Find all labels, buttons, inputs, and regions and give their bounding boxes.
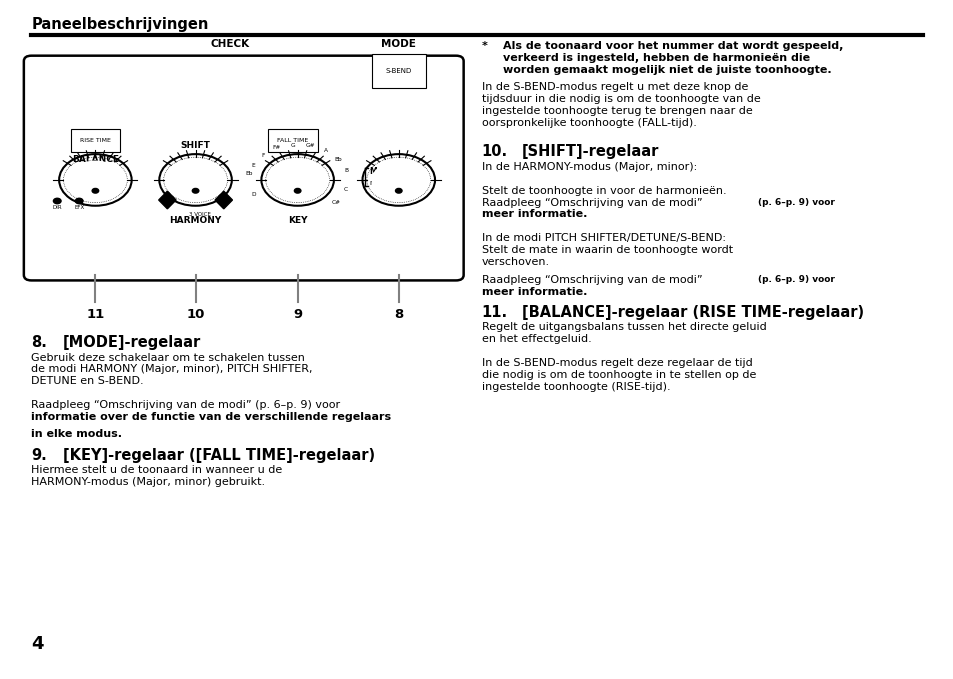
Text: G#: G# [306, 143, 315, 148]
Text: 9.: 9. [31, 447, 48, 462]
Circle shape [53, 198, 61, 204]
Text: informatie over de functie van de verschillende regelaars: informatie over de functie van de versch… [31, 412, 391, 422]
Text: 8.: 8. [31, 335, 48, 350]
Text: MODE: MODE [381, 39, 416, 49]
Text: DETUNE en S-BEND.: DETUNE en S-BEND. [31, 376, 144, 386]
Text: (p. 6–p. 9) voor: (p. 6–p. 9) voor [758, 275, 835, 284]
Text: In de S-BEND-modus regelt deze regelaar de tijd: In de S-BEND-modus regelt deze regelaar … [481, 358, 752, 368]
Text: SHIFT: SHIFT [180, 141, 211, 149]
Text: 11.: 11. [481, 304, 507, 320]
Text: F: F [261, 153, 264, 158]
Text: [MODE]-regelaar: [MODE]-regelaar [63, 335, 201, 350]
Text: verkeerd is ingesteld, hebben de harmonieën die: verkeerd is ingesteld, hebben de harmoni… [502, 53, 809, 62]
Text: 9: 9 [293, 308, 302, 320]
Circle shape [75, 198, 83, 204]
Circle shape [373, 162, 424, 198]
Text: Eb: Eb [246, 171, 253, 177]
Text: de modi HARMONY (Major, minor), PITCH SHIFTER,: de modi HARMONY (Major, minor), PITCH SH… [31, 365, 313, 374]
Text: C: C [343, 187, 348, 191]
Circle shape [193, 189, 198, 193]
Text: EFX: EFX [74, 205, 84, 210]
Circle shape [294, 189, 300, 193]
Text: HARMONY-modus (Major, minor) gebruikt.: HARMONY-modus (Major, minor) gebruikt. [31, 477, 265, 488]
Text: In de modi PITCH SHIFTER/DETUNE/S-BEND:: In de modi PITCH SHIFTER/DETUNE/S-BEND: [481, 233, 725, 243]
Text: DIR: DIR [52, 205, 62, 210]
Circle shape [272, 162, 323, 198]
Text: minor: minor [369, 181, 389, 186]
Text: D: D [251, 192, 255, 197]
Text: E: E [252, 163, 254, 168]
Text: (p. 6–p. 9) voor: (p. 6–p. 9) voor [758, 198, 835, 206]
Text: oorspronkelijke toonhoogte (FALL-tijd).: oorspronkelijke toonhoogte (FALL-tijd). [481, 118, 696, 128]
Text: *: * [481, 41, 487, 51]
Text: 4: 4 [31, 635, 44, 653]
Text: Raadpleeg “Omschrijving van de modi”: Raadpleeg “Omschrijving van de modi” [481, 198, 701, 208]
Text: G: G [291, 143, 295, 148]
Text: S-BEND: S-BEND [385, 69, 412, 74]
Text: 10.: 10. [481, 144, 507, 159]
Polygon shape [158, 191, 176, 209]
Text: ingestelde toonhoogte (RISE-tijd).: ingestelde toonhoogte (RISE-tijd). [481, 382, 670, 392]
Text: 10: 10 [186, 308, 205, 320]
FancyBboxPatch shape [24, 56, 463, 280]
Text: Regelt de uitgangsbalans tussen het directe geluid: Regelt de uitgangsbalans tussen het dire… [481, 323, 765, 332]
Text: RISE TIME: RISE TIME [80, 138, 111, 143]
Text: FALL TIME: FALL TIME [277, 138, 308, 143]
Text: DETUNE: DETUNE [385, 61, 412, 67]
Text: In de HARMONY-modus (Major, minor):: In de HARMONY-modus (Major, minor): [481, 162, 697, 172]
Text: B: B [344, 168, 348, 173]
Text: Raadpleeg “Omschrijving van de modi” (p. 6–p. 9) voor: Raadpleeg “Omschrijving van de modi” (p.… [31, 400, 340, 410]
Text: C#: C# [331, 200, 340, 205]
Text: [SHIFT]-regelaar: [SHIFT]-regelaar [521, 144, 659, 159]
Text: CHECK: CHECK [210, 39, 250, 49]
Text: Hiermee stelt u de toonaard in wanneer u de: Hiermee stelt u de toonaard in wanneer u… [31, 466, 282, 475]
Text: [BALANCE]-regelaar (RISE TIME-regelaar): [BALANCE]-regelaar (RISE TIME-regelaar) [521, 304, 863, 320]
Text: meer informatie.: meer informatie. [481, 209, 586, 219]
Text: Stelt de toonhoogte in voor de harmonieën.: Stelt de toonhoogte in voor de harmonieë… [481, 185, 725, 196]
Text: 11: 11 [86, 308, 105, 320]
Text: worden gemaakt mogelijk niet de juiste toonhoogte.: worden gemaakt mogelijk niet de juiste t… [502, 65, 830, 75]
Text: Als de toonaard voor het nummer dat wordt gespeeld,: Als de toonaard voor het nummer dat word… [502, 41, 842, 51]
Text: in elke modus.: in elke modus. [31, 428, 122, 439]
Text: Bb: Bb [335, 157, 342, 162]
Text: ingestelde toonhoogte terug te brengen naar de: ingestelde toonhoogte terug te brengen n… [481, 106, 752, 116]
Text: 8: 8 [394, 308, 403, 320]
Circle shape [170, 162, 221, 198]
Text: Gebruik deze schakelaar om te schakelen tussen: Gebruik deze schakelaar om te schakelen … [31, 352, 305, 363]
Text: KEY: KEY [288, 216, 307, 225]
Text: BALANCE: BALANCE [71, 155, 119, 164]
Text: Raadpleeg “Omschrijving van de modi”: Raadpleeg “Omschrijving van de modi” [481, 275, 701, 285]
Circle shape [70, 162, 121, 198]
Text: Paneelbeschrijvingen: Paneelbeschrijvingen [31, 17, 209, 32]
Circle shape [217, 76, 242, 94]
Text: en het effectgeluid.: en het effectgeluid. [481, 334, 591, 344]
Text: PITCH SHIFTER: PITCH SHIFTER [375, 54, 422, 60]
Text: die nodig is om de toonhoogte in te stellen op de: die nodig is om de toonhoogte in te stel… [481, 370, 756, 380]
Text: [KEY]-regelaar ([FALL TIME]-regelaar): [KEY]-regelaar ([FALL TIME]-regelaar) [63, 447, 375, 462]
Text: A: A [324, 148, 328, 153]
Circle shape [395, 189, 401, 193]
Text: Stelt de mate in waarin de toonhoogte wordt: Stelt de mate in waarin de toonhoogte wo… [481, 245, 732, 255]
Text: F#: F# [273, 145, 280, 150]
Text: tijdsduur in die nodig is om de toonhoogte van de: tijdsduur in die nodig is om de toonhoog… [481, 94, 760, 104]
Text: HARMONY: HARMONY [170, 216, 221, 225]
Circle shape [92, 189, 98, 193]
Text: meer informatie.: meer informatie. [481, 287, 586, 297]
Polygon shape [214, 191, 233, 209]
Text: Major: Major [369, 166, 394, 176]
Text: verschoven.: verschoven. [481, 257, 549, 267]
Text: In de S-BEND-modus regelt u met deze knop de: In de S-BEND-modus regelt u met deze kno… [481, 82, 747, 92]
Text: 3 VOICE: 3 VOICE [190, 212, 211, 217]
